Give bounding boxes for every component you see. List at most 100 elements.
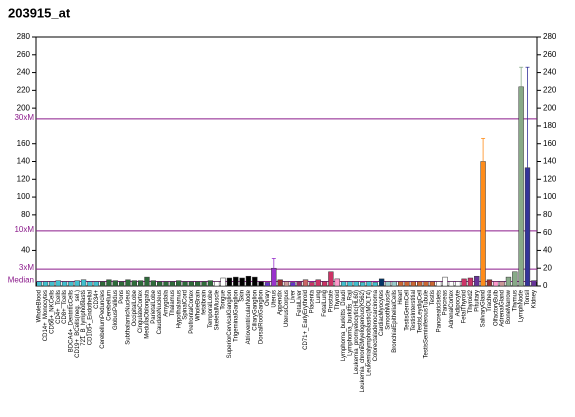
x-tick-label: Leukemia_promyelocytic(HL60) [354, 290, 360, 374]
x-tick-label: TestisSeminiferousTubule [424, 289, 430, 358]
bar [74, 280, 80, 287]
x-tick-label: Thymus [512, 290, 518, 311]
bar [410, 281, 416, 287]
x-tick-label: GlobusPallidus [113, 290, 119, 330]
bar [169, 281, 176, 287]
x-tick-label: SalivaryGland [481, 290, 487, 327]
x-tick-label: CD56+_NKCells [49, 290, 55, 334]
x-tick-label: Tonsil [525, 290, 531, 305]
bar [207, 280, 214, 287]
x-tick-label: BronchialEpithelialCells [392, 290, 398, 353]
x-tick-label: SuperiorCervicalGanglion [227, 290, 233, 358]
bar [49, 281, 55, 287]
x-tick-label: CD34+ [94, 290, 100, 309]
x-tick-label: BoneMarrow [506, 289, 512, 324]
bar [334, 278, 340, 287]
x-tick-label: CD19+_BCells(neg._sel.) [75, 290, 81, 358]
bar [315, 279, 321, 287]
bar [328, 271, 334, 287]
y-tick-label: 200 [17, 103, 31, 112]
bar [512, 271, 518, 287]
bar [150, 280, 156, 287]
bar [80, 279, 87, 287]
x-tick-label: AdrenalGland [500, 290, 506, 327]
bar [214, 281, 220, 287]
bar [61, 281, 68, 287]
y-tick-label: 120 [17, 174, 31, 183]
x-tick-label: SubthalamicNucleus [126, 290, 132, 345]
reference-label: 30xM [14, 113, 34, 122]
x-tick-label: UterusCorpus [284, 290, 290, 327]
bar [258, 281, 264, 287]
x-tick-label: CD14+_Monocytes [43, 290, 49, 341]
reference-label: 10xM [14, 225, 34, 234]
x-tick-label: CaudateNucleus [157, 290, 163, 334]
y-tick-label: 80 [543, 210, 552, 219]
x-tick-label: Thyroid2 [468, 289, 474, 313]
x-tick-label: TestisInterstitial [411, 290, 417, 331]
x-tick-label: PancreaticIslets [436, 290, 442, 332]
bar [55, 280, 61, 287]
y-tick-label: 120 [543, 174, 557, 183]
bar [385, 281, 391, 287]
x-tick-label: fetalbrain [202, 290, 208, 315]
x-tick-label: Pancreas [443, 290, 449, 315]
x-tick-label: Appendix [278, 290, 284, 315]
bar [417, 281, 423, 287]
y-tick-label: 20 [543, 263, 552, 272]
x-tick-label: CerebellumPeduncles [100, 290, 106, 349]
bar [391, 281, 397, 287]
x-tick-label: Adipocyte [455, 289, 461, 316]
bar [195, 281, 201, 287]
y-tick-label: 40 [21, 246, 30, 255]
y-tick-label: 40 [543, 246, 552, 255]
bar [455, 281, 461, 287]
bar [87, 281, 93, 287]
bar [531, 280, 537, 287]
y-tick-label: 100 [543, 192, 557, 201]
bar [302, 279, 309, 287]
bar [340, 281, 347, 287]
x-tick-label: Liver [290, 290, 296, 303]
bar [359, 282, 366, 287]
bar [106, 279, 112, 287]
bar [201, 281, 207, 287]
bar [68, 281, 74, 287]
x-tick-label: CiliaryGanglion [252, 290, 258, 331]
x-tick-label: Amygdala [164, 289, 170, 316]
x-tick-label: PrefrontalCortex [189, 290, 195, 334]
x-tick-label: CD8+_Tcells [62, 290, 68, 324]
bar [182, 281, 188, 287]
x-tick-label: TestisLeydigCell [417, 290, 423, 333]
y-tick-label: 140 [17, 157, 31, 166]
x-tick-label: Hypothalamus [176, 290, 182, 328]
bar [125, 279, 131, 287]
y-tick-label: 280 [17, 32, 31, 41]
bar [309, 282, 315, 287]
x-tick-label: Lung [316, 290, 322, 303]
x-tick-label: 721_B_lymphoblasts [81, 290, 87, 346]
x-tick-label: Ovary [265, 290, 271, 306]
x-tick-label: Prostate [328, 289, 334, 312]
bar [347, 281, 353, 287]
y-tick-label: 260 [543, 50, 557, 59]
bar [486, 279, 493, 287]
x-tick-label: WholeBrain [195, 290, 201, 321]
bar [144, 276, 150, 287]
bar [157, 281, 163, 287]
x-tick-label: TestisGermCell [405, 290, 411, 331]
bar [36, 281, 42, 287]
bar [163, 281, 169, 287]
bar [137, 280, 144, 287]
x-tick-label: Leukemialymphoblastic(MOLT4) [367, 290, 373, 376]
x-tick-label: Heart [398, 290, 404, 305]
bar [42, 281, 49, 287]
bar [220, 277, 226, 287]
bar [277, 279, 283, 287]
y-tick-label: 220 [543, 85, 557, 94]
chart-title: 203915_at [8, 5, 71, 20]
bar [118, 281, 125, 287]
reference-label: 3xM [19, 263, 34, 272]
bar [493, 281, 499, 287]
x-tick-label: Placenta [309, 289, 315, 313]
